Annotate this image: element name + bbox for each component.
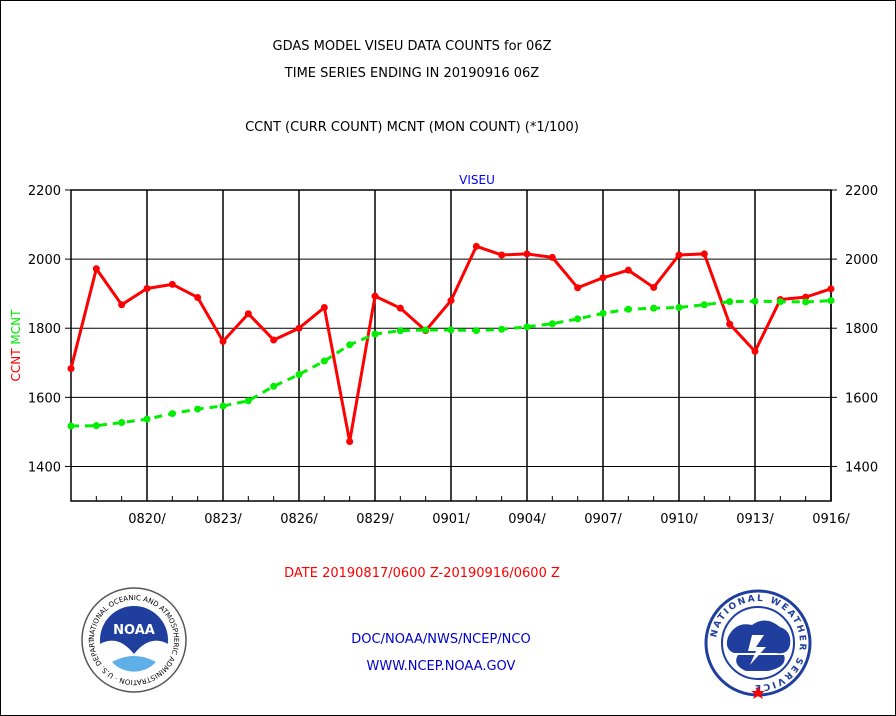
data-point-ccnt [650, 283, 658, 291]
series-layer [67, 242, 835, 446]
data-point-ccnt [624, 266, 632, 274]
chart-subtitle: CCNT (CURR COUNT) MCNT (MON COUNT) (*1/1… [245, 120, 579, 135]
data-point-mcnt [320, 357, 328, 365]
data-point-ccnt [118, 301, 126, 309]
data-point-mcnt [422, 326, 430, 334]
data-point-mcnt [67, 422, 75, 430]
data-point-ccnt [396, 304, 404, 312]
data-point-mcnt [219, 402, 227, 410]
x-tick-label: 0826/ [280, 512, 318, 527]
y-axis-label-mcnt: MCNT [9, 309, 23, 345]
y-tick-label-left: 1800 [28, 322, 61, 337]
data-point-ccnt [675, 251, 683, 259]
data-point-mcnt [92, 422, 100, 430]
data-point-ccnt [523, 250, 531, 258]
data-point-mcnt [776, 298, 784, 306]
data-point-ccnt [320, 303, 328, 311]
org-path-link[interactable]: DOC/NOAA/NWS/NCEP/NCO [351, 632, 531, 647]
noaa-logo-text: NOAA [113, 623, 155, 638]
y-tick-label-right: 2200 [845, 184, 878, 199]
data-point-mcnt [270, 382, 278, 390]
y-axis-label-ccnt: CCNT [9, 345, 23, 382]
chart-title-line2: TIME SERIES ENDING IN 20190916 06Z [284, 66, 540, 81]
data-point-ccnt [574, 284, 582, 292]
data-point-mcnt [498, 325, 506, 333]
label-layer: 1400 1400 1600 1600 1800 1800 2000 2000 2200 2200… [9, 173, 878, 527]
y-tick-label-right: 1800 [845, 322, 878, 337]
data-point-mcnt [295, 371, 303, 379]
data-point-mcnt [624, 305, 632, 313]
data-point-ccnt [599, 274, 607, 282]
data-point-ccnt [827, 285, 835, 293]
data-point-ccnt [751, 347, 759, 355]
data-point-ccnt [548, 253, 556, 261]
x-tick-label: 0910/ [660, 512, 698, 527]
data-point-mcnt [194, 405, 202, 413]
date-range-label: DATE 20190817/0600 Z-20190916/0600 Z [284, 566, 560, 581]
data-point-ccnt [143, 284, 151, 292]
data-point-ccnt [168, 280, 176, 288]
data-point-mcnt [168, 410, 176, 418]
data-point-mcnt [118, 419, 126, 427]
x-tick-label: 0916/ [812, 512, 850, 527]
data-point-ccnt [700, 250, 708, 258]
data-point-ccnt [67, 365, 75, 373]
grid-layer [71, 189, 832, 501]
data-point-mcnt [802, 298, 810, 306]
data-point-mcnt [371, 330, 379, 338]
data-point-mcnt [346, 341, 354, 349]
data-point-mcnt [751, 297, 759, 305]
data-point-ccnt [244, 310, 252, 318]
y-tick-label-left: 2200 [28, 184, 61, 199]
x-tick-label: 0820/ [128, 512, 166, 527]
plot-title: VISEU [459, 173, 495, 187]
y-tick-label-left: 1600 [28, 391, 61, 406]
data-point-mcnt [244, 397, 252, 405]
data-point-mcnt [447, 326, 455, 334]
data-point-ccnt [447, 297, 455, 305]
data-point-mcnt [827, 297, 835, 305]
y-axis-label: CCNT MCNT [9, 309, 23, 382]
data-point-mcnt [650, 304, 658, 312]
data-point-mcnt [523, 323, 531, 331]
data-point-mcnt [599, 309, 607, 317]
y-tick-label-right: 1400 [845, 460, 878, 475]
y-tick-label-left: 1400 [28, 460, 61, 475]
x-tick-label: 0907/ [584, 512, 622, 527]
plot-frame [70, 189, 832, 502]
data-point-mcnt [700, 301, 708, 309]
noaa-logo: NATIONAL OCEANIC AND ATMOSPHERIC ADMINIS… [81, 587, 187, 693]
data-point-mcnt [472, 327, 480, 335]
y-tick-label-right: 2000 [845, 253, 878, 268]
data-point-ccnt [219, 337, 227, 345]
chart-title-line1: GDAS MODEL VISEU DATA COUNTS for 06Z [272, 39, 552, 54]
data-point-mcnt [675, 303, 683, 311]
data-point-mcnt [396, 327, 404, 335]
data-point-mcnt [548, 320, 556, 328]
data-point-ccnt [726, 320, 734, 328]
data-point-ccnt [802, 293, 810, 301]
data-point-ccnt [270, 336, 278, 344]
data-point-ccnt [194, 293, 202, 301]
axis-layer [65, 189, 837, 502]
website-link[interactable]: WWW.NCEP.NOAA.GOV [366, 659, 516, 674]
x-tick-label: 0913/ [736, 512, 774, 527]
x-tick-label: 0901/ [432, 512, 470, 527]
x-tick-label: 0823/ [204, 512, 242, 527]
data-point-ccnt [346, 438, 354, 446]
data-point-ccnt [498, 251, 506, 259]
nws-logo: NATIONAL WEATHER SERVICE [704, 589, 812, 699]
data-point-ccnt [295, 324, 303, 332]
data-point-ccnt [472, 242, 480, 250]
data-point-mcnt [143, 415, 151, 423]
x-tick-label: 0904/ [508, 512, 546, 527]
y-tick-label-left: 2000 [28, 253, 61, 268]
data-point-mcnt [726, 298, 734, 306]
data-point-ccnt [371, 292, 379, 300]
data-point-mcnt [574, 315, 582, 323]
data-point-ccnt [92, 265, 100, 273]
y-tick-label-right: 1600 [845, 391, 878, 406]
x-tick-label: 0829/ [356, 512, 394, 527]
